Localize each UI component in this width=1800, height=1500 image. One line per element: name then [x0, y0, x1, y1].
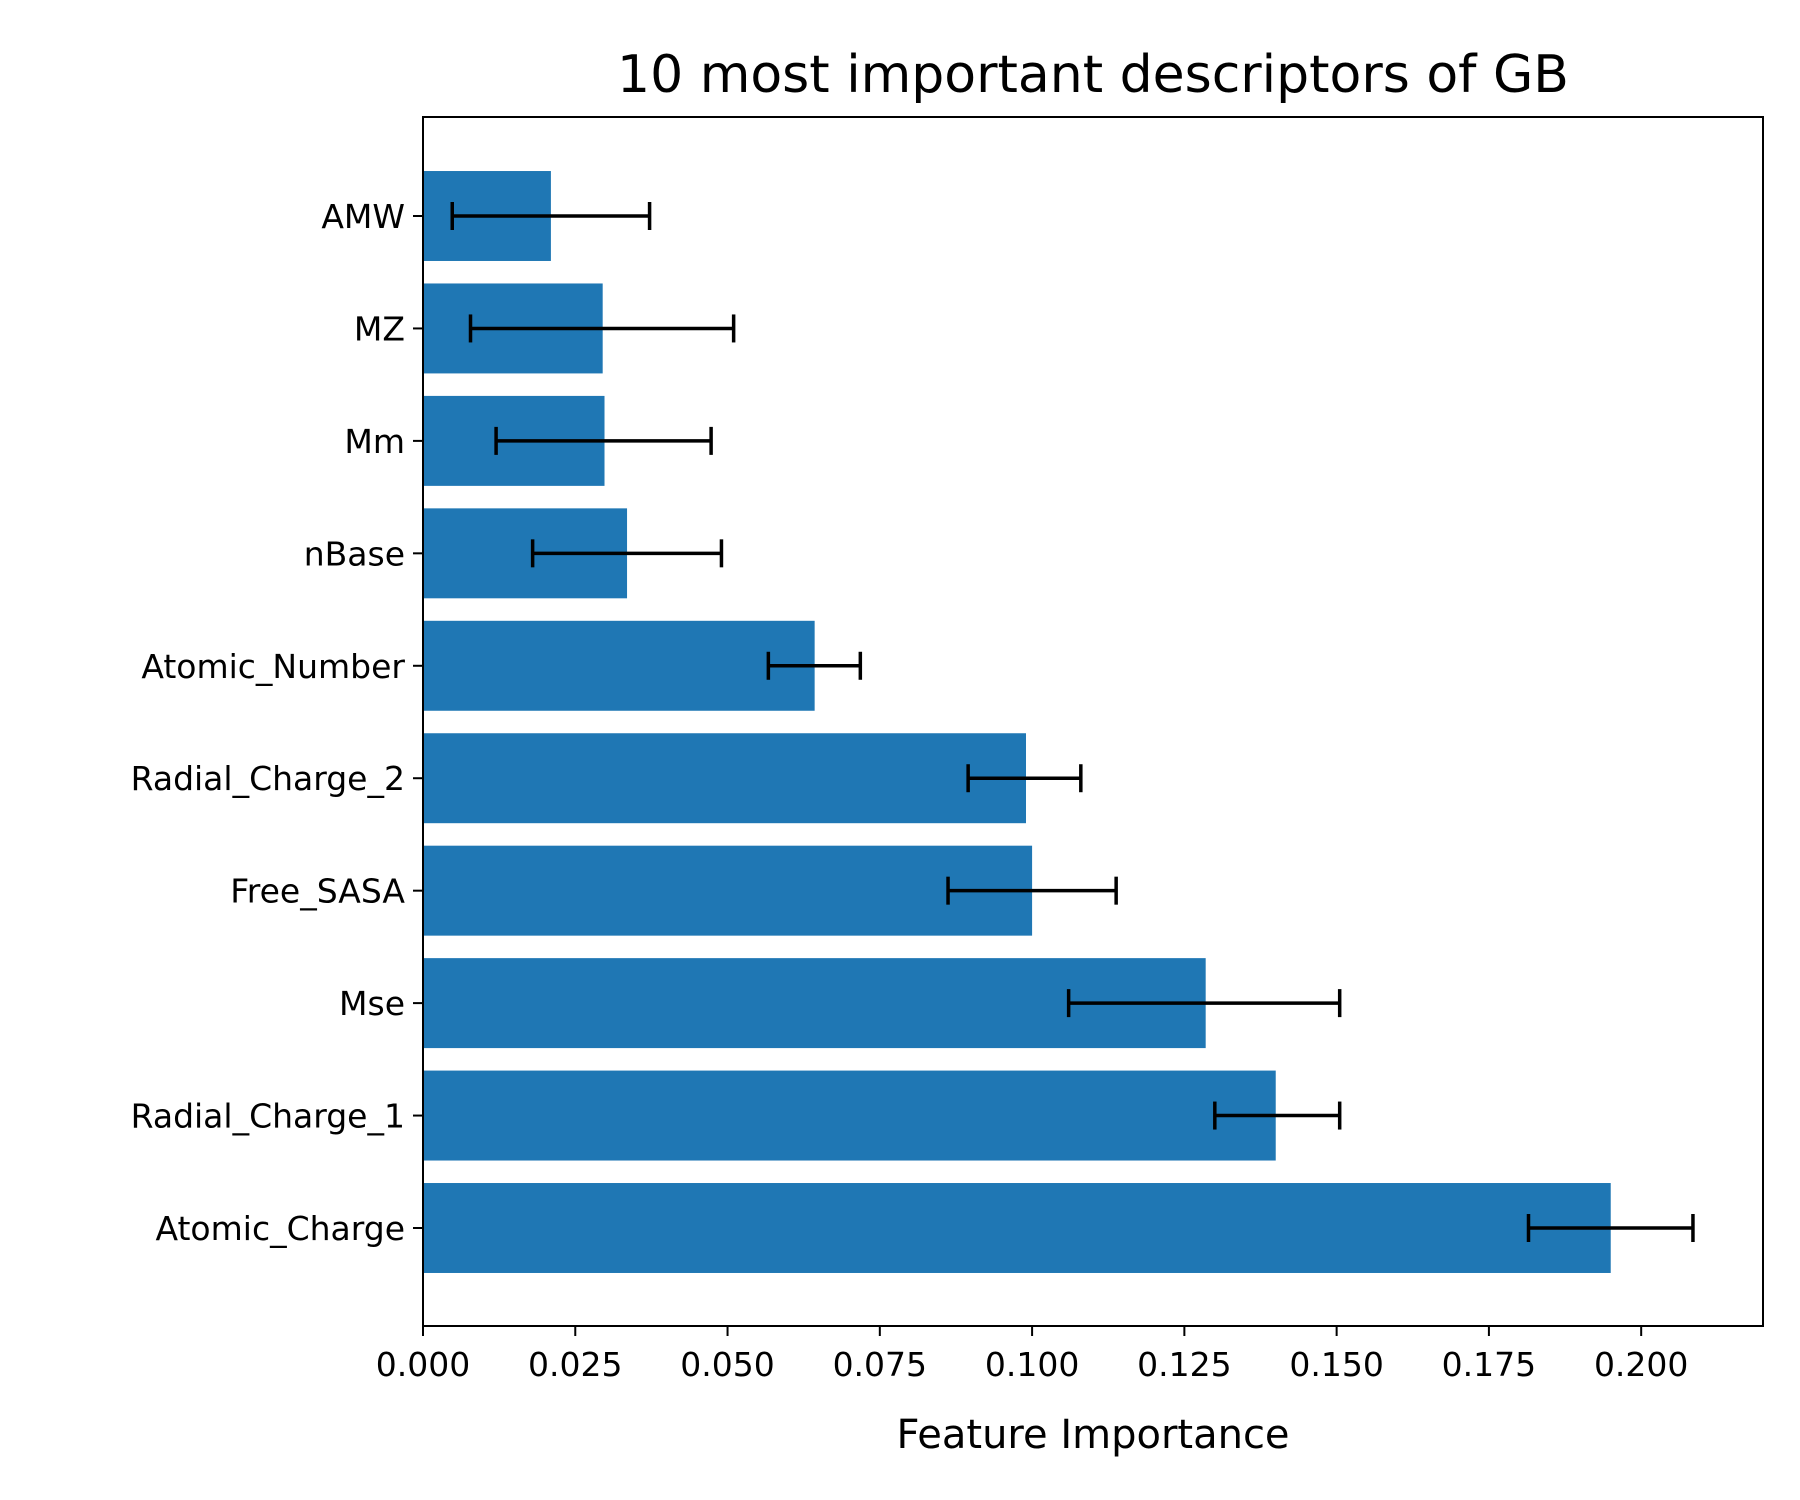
x-tick-label: 0.200 [1594, 1345, 1688, 1384]
error-bar-mm [494, 426, 713, 455]
error-bar-atomic-number [766, 651, 863, 680]
x-tick-label: 0.075 [833, 1345, 927, 1384]
bar-free-sasa [423, 845, 1033, 936]
error-bar-mse [1066, 989, 1342, 1018]
error-bar-radial-charge-1 [1213, 1101, 1342, 1130]
y-tick-label-nbase: nBase [304, 534, 405, 573]
x-tick-label: 0.100 [985, 1345, 1079, 1384]
bar-atomic-charge [423, 1183, 1611, 1273]
plot-frame [422, 116, 1764, 1327]
x-tick-label: 0.050 [680, 1345, 774, 1384]
y-tick-label-mse: Mse [339, 984, 405, 1023]
y-tick-label-radial-charge-1: Radial_Charge_1 [131, 1097, 405, 1136]
y-tick-label-atomic-charge: Atomic_Charge [156, 1209, 406, 1248]
error-bar-atomic-charge [1526, 1214, 1695, 1242]
error-bar-amw [450, 202, 652, 230]
x-tick-label: 0.025 [528, 1345, 622, 1384]
x-axis-label: Feature Importance [896, 1412, 1289, 1458]
y-tick-label-amw: AMW [321, 197, 405, 236]
chart-title: 10 most important descriptors of GB [617, 45, 1569, 105]
y-tick-label-free-sasa: Free_SASA [230, 872, 405, 911]
bar-atomic-number [423, 620, 815, 711]
y-tick-label-radial-charge-2: Radial_Charge_2 [131, 759, 405, 798]
error-bar-radial-charge-2 [966, 764, 1083, 793]
y-tick-label-mz: MZ [354, 309, 405, 348]
y-axis: Atomic_Charge Radial_Charge_1 Mse Free_SASA… [131, 197, 423, 1248]
x-tick-label: 0.000 [376, 1345, 470, 1384]
x-tick-label: 0.150 [1289, 1345, 1383, 1384]
error-bar-mz [468, 314, 736, 343]
y-tick-label-mm: Mm [344, 422, 405, 461]
error-bars-group [450, 202, 1695, 1242]
error-bar-free-sasa [946, 876, 1118, 905]
bar-radial-charge-1 [423, 1070, 1276, 1161]
error-bar-nbase [530, 539, 724, 568]
y-tick-label-atomic-number: Atomic_Number [141, 647, 405, 686]
x-tick-label: 0.175 [1442, 1345, 1536, 1384]
x-tick-label: 0.125 [1137, 1345, 1231, 1384]
x-axis: 0.000 0.025 0.050 0.075 0.100 0.125 0.150 0.175… [376, 1326, 1688, 1384]
bar-radial-charge-2 [423, 733, 1026, 824]
bars-group [423, 171, 1611, 1273]
